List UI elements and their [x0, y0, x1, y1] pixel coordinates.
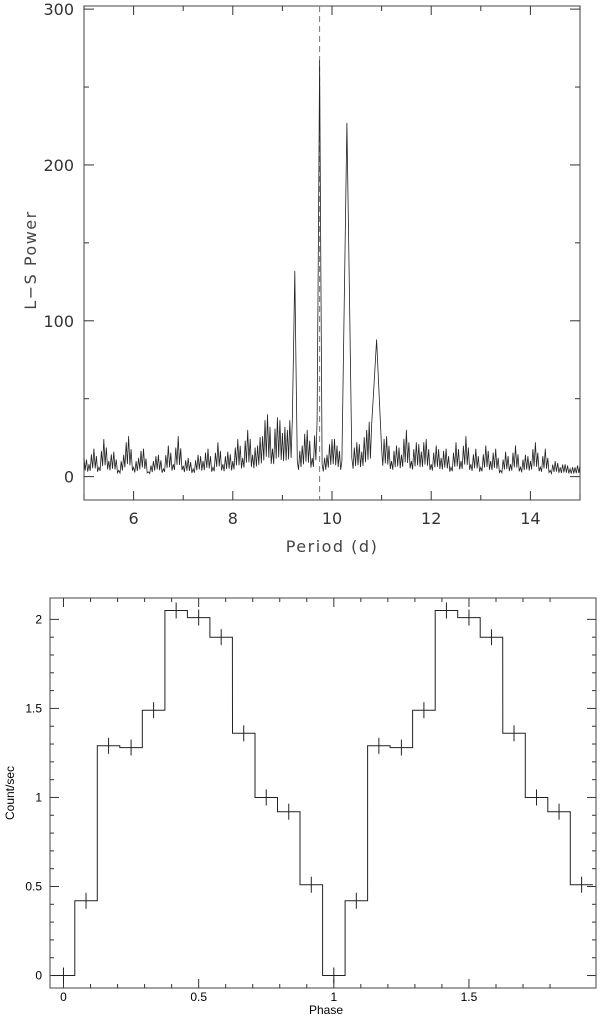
periodogram-x-axis-label: Period (d)	[286, 537, 379, 556]
light-curve-y-tick-label: 0	[35, 969, 42, 983]
light-curve-panel: 0 0.5 1 1.5 0 0.5 1 1.5 2 Phase Count/sec	[3, 597, 597, 1017]
light-curve-x-tick-label: 1	[330, 990, 337, 1004]
light-curve-y-tick-label: 0.5	[25, 879, 42, 893]
periodogram-x-tick-label: 12	[421, 509, 441, 528]
light-curve-y-tick-label: 1.5	[25, 701, 42, 715]
light-curve-ticks: 0 0.5 1 1.5 0 0.5 1 1.5 2	[25, 598, 596, 1004]
periodogram-y-tick-label: 100	[43, 312, 74, 331]
periodogram-y-axis-label: L−S Power	[21, 210, 40, 309]
periodogram-panel: 6 8 10 12 14 0 100 200 300 Period (d) L−S Power	[21, 0, 581, 556]
light-curve-x-tick-label: 0.5	[190, 990, 207, 1004]
periodogram-x-tick-label: 10	[322, 509, 342, 528]
periodogram-ticks: 6 8 10 12 14 0 100 200 300	[43, 0, 581, 528]
light-curve-y-tick-label: 1	[35, 790, 42, 804]
light-curve-x-tick-label: 0	[60, 990, 67, 1004]
periodogram-y-tick-label: 300	[43, 0, 74, 19]
light-curve-frame	[49, 597, 597, 989]
light-curve-x-tick-label: 1.5	[461, 990, 478, 1004]
light-curve-error-bars	[63, 602, 583, 984]
light-curve-y-tick-label: 2	[35, 612, 42, 626]
light-curve-step-line	[52, 610, 593, 976]
periodogram-frame	[83, 5, 581, 501]
periodogram-y-tick-label: 200	[43, 156, 74, 175]
periodogram-x-tick-label: 8	[228, 509, 238, 528]
periodogram-y-tick-label: 0	[64, 468, 74, 487]
periodogram-series-line	[83, 60, 581, 476]
light-curve-y-axis-label: Count/sec	[3, 766, 17, 820]
light-curve-x-axis-label: Phase	[309, 1003, 343, 1017]
periodogram-x-tick-label: 6	[129, 509, 139, 528]
periodogram-x-tick-label: 14	[520, 509, 540, 528]
